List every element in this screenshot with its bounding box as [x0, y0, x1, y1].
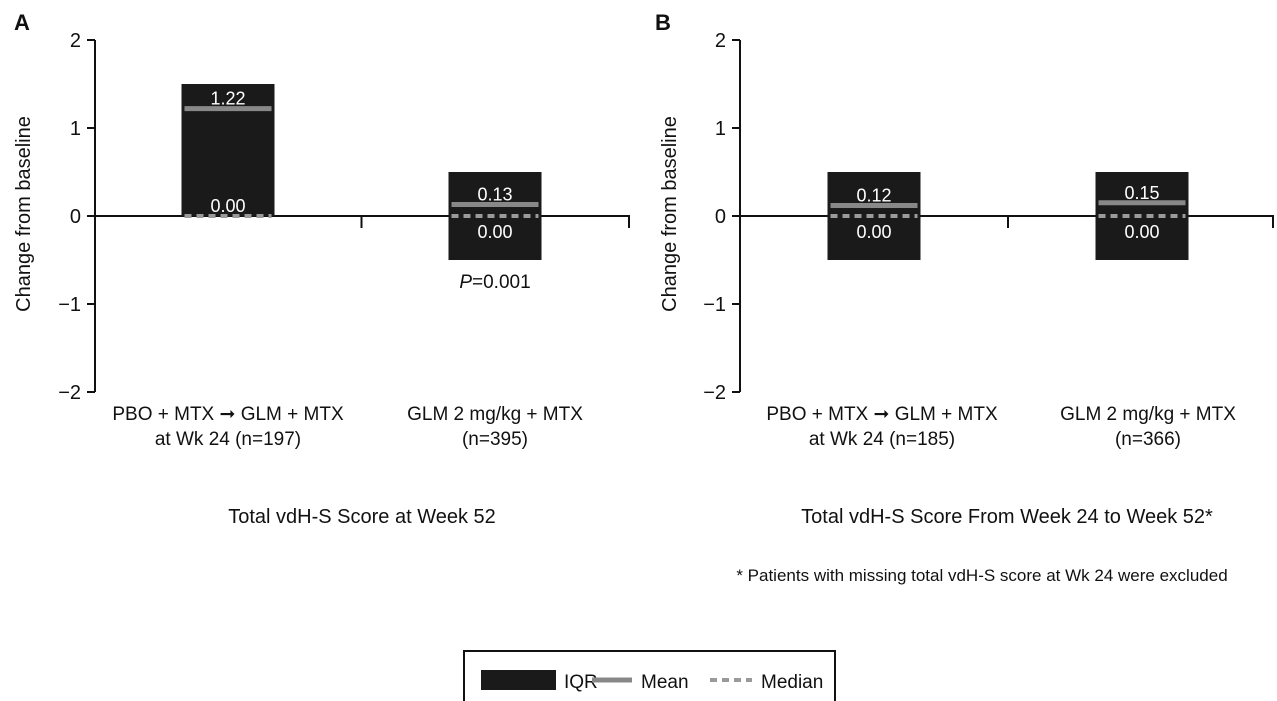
category-label-line1: GLM 2 mg/kg + MTX [407, 404, 583, 425]
panel-b: B 2 1 0 −1 −2 Change from baseline 0.12 0.00 0.15… [655, 10, 1274, 585]
y-tick-label: 0 [715, 206, 726, 228]
mean-value-label: 1.22 [210, 89, 245, 109]
y-tick-label: −1 [58, 294, 81, 316]
mean-value-label: 0.13 [477, 185, 512, 205]
category-label-line2: (n=366) [1115, 429, 1181, 450]
legend-label-median: Median [761, 672, 823, 693]
y-tick-label: 2 [70, 30, 81, 52]
y-tick-label: −2 [58, 382, 81, 404]
y-tick-label: −2 [703, 382, 726, 404]
panel-a: A 2 1 0 −1 −2 Change from baseline 1.22 0.00 0.13… [13, 10, 630, 528]
category-label-line2: at Wk 24 (n=197) [155, 429, 301, 450]
iqr-box [181, 84, 275, 216]
legend-label-mean: Mean [641, 672, 689, 693]
y-tick-label: 2 [715, 30, 726, 52]
legend-swatch-iqr [481, 670, 556, 690]
legend-label-iqr: IQR [564, 672, 598, 693]
y-tick-label: 0 [70, 206, 81, 228]
y-tick-label: 1 [70, 118, 81, 140]
category-label-line1: PBO + MTX ➞ GLM + MTX [112, 404, 344, 425]
y-tick-label: −1 [703, 294, 726, 316]
footnote: * Patients with missing total vdH-S scor… [736, 566, 1227, 585]
panel-letter: A [14, 10, 30, 35]
panel-title: Total vdH-S Score From Week 24 to Week 5… [801, 506, 1213, 528]
legend: IQR Mean Median [463, 650, 836, 701]
mean-value-label: 0.15 [1124, 183, 1159, 203]
category-label-line1: GLM 2 mg/kg + MTX [1060, 404, 1236, 425]
y-axis-label: Change from baseline [13, 116, 35, 312]
panel-letter: B [655, 10, 671, 35]
median-value-label: 0.00 [1124, 222, 1159, 242]
median-value-label: 0.00 [856, 222, 891, 242]
category-label-line2: at Wk 24 (n=185) [809, 429, 955, 450]
panel-title: Total vdH-S Score at Week 52 [228, 506, 496, 528]
y-axis-label: Change from baseline [659, 116, 681, 312]
y-tick-label: 1 [715, 118, 726, 140]
median-value-label: 0.00 [210, 196, 245, 216]
category-label-line2: (n=395) [462, 429, 528, 450]
p-value-annotation: P=0.001 [459, 272, 530, 293]
mean-value-label: 0.12 [856, 185, 891, 205]
category-label-line1: PBO + MTX ➞ GLM + MTX [766, 404, 998, 425]
median-value-label: 0.00 [477, 222, 512, 242]
